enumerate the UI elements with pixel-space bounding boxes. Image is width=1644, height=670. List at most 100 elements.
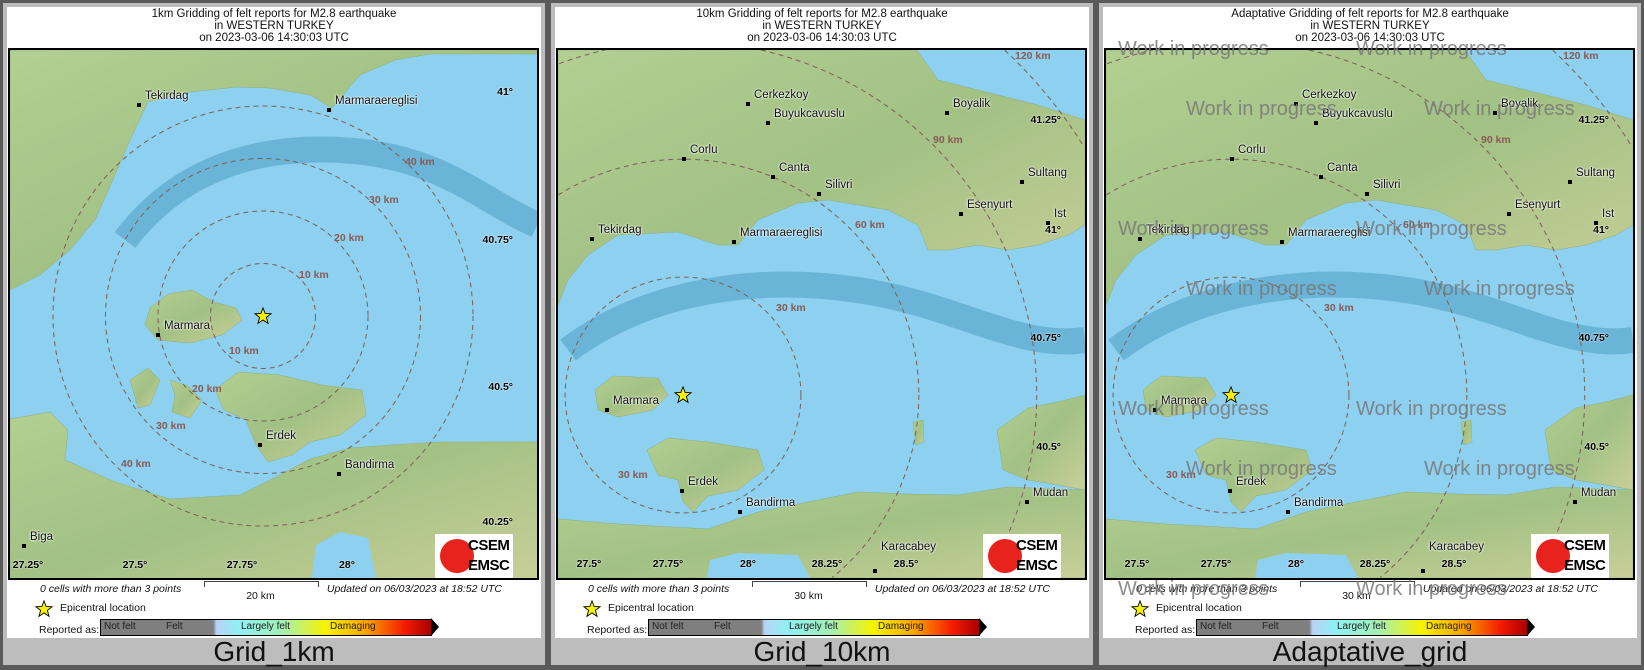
panel-grid-1km: 1km Gridding of felt reports for M2.8 ea… [0, 0, 548, 670]
city-marker [680, 489, 684, 493]
city-marker [337, 472, 341, 476]
updated-note: Updated on 06/03/2023 at 18:52 UTC [874, 583, 1050, 595]
map-view[interactable]: Cerkezkoy Buyukcavuslu Corlu Canta Silivri Te… [1104, 48, 1635, 580]
city-label: Marmaraereglisi [335, 95, 418, 107]
map-view[interactable]: Tekirdag Marmaraereglisi Marmara Erdek Bandi… [8, 48, 539, 580]
longitude-label: 28° [1288, 558, 1304, 570]
city-marker [590, 237, 594, 241]
panel-adaptive-grid: Adaptative Gridding of felt reports for … [1096, 0, 1644, 670]
city-label: Erdek [266, 430, 297, 442]
city-marker [156, 333, 160, 337]
city-marker [1507, 212, 1511, 216]
title-line: on 2023-03-06 14:30:03 UTC [1295, 32, 1445, 44]
city-label: Esenyurt [1515, 199, 1561, 211]
csem-emsc-logo: CSEM EMSC [983, 534, 1061, 578]
title-line: in WESTERN TURKEY [1310, 20, 1430, 32]
latitude-label: 40.75° [482, 234, 513, 246]
epicenter-star-icon [674, 386, 692, 404]
land-area [594, 375, 669, 418]
land-area [558, 50, 1085, 306]
longitude-label: 27.75° [1200, 558, 1232, 570]
epicenter-legend-label: Epicentral location [1156, 602, 1242, 614]
city-label: Biga [30, 531, 54, 543]
distance-label: 30 km [369, 194, 399, 206]
logo-text: EMSC [468, 557, 510, 574]
reported-as-label: Reported as: [1135, 624, 1196, 636]
city-label: Buyukcavuslu [1322, 108, 1393, 120]
city-marker [1319, 175, 1323, 179]
city-marker [817, 192, 821, 196]
city-marker [1286, 510, 1290, 514]
city-marker [1020, 180, 1024, 184]
sea-trench [1108, 271, 1633, 361]
latitude-label: 40.75° [1030, 332, 1061, 344]
map-canvas [1106, 50, 1633, 578]
city-label: Corlu [690, 144, 718, 156]
city-label: Erdek [1236, 476, 1267, 488]
cells-note: 0 cells with more than 3 points [1136, 583, 1278, 595]
city-label: Ist [1602, 208, 1615, 220]
city-label: Silivri [825, 179, 853, 191]
panel-caption: Grid_1km [213, 636, 335, 667]
land-area [646, 437, 765, 513]
city-label: Canta [779, 162, 810, 174]
reported-as-label: Reported as: [587, 624, 648, 636]
longitude-label: 28.25° [1359, 558, 1391, 570]
city-label: Sultang [1028, 167, 1068, 179]
logo-text: CSEM [468, 537, 510, 554]
city-marker [1046, 221, 1050, 225]
title-line: in WESTERN TURKEY [214, 20, 334, 32]
intensity-level-label: Felt [1262, 621, 1279, 632]
distance-label: 30 km [776, 302, 806, 314]
land-area [1106, 486, 1633, 578]
distance-label: 60 km [855, 219, 885, 231]
land-area [912, 419, 925, 446]
distance-ring [558, 50, 1038, 578]
map-title: 1km Gridding of felt reports for M2.8 ea… [7, 8, 541, 44]
latitude-label: 41° [1045, 224, 1061, 236]
city-label: Tekirdag [145, 90, 189, 102]
city-marker [1568, 180, 1572, 184]
land-area [169, 379, 203, 419]
city-marker [1493, 111, 1497, 115]
distance-ring [52, 105, 474, 527]
city-marker [605, 408, 609, 412]
intensity-level-label: Not felt [1200, 621, 1232, 632]
city-marker [959, 212, 963, 216]
city-label: Karacabey [1429, 541, 1484, 553]
cells-note: 0 cells with more than 3 points [588, 583, 730, 595]
logo-text: CSEM [1016, 537, 1058, 554]
city-label: Bandirma [1294, 497, 1344, 509]
distance-label: 90 km [933, 134, 963, 146]
scale-label: 30 km [1342, 590, 1371, 602]
distance-label: 20 km [334, 232, 364, 244]
logo-globe-icon [440, 539, 474, 573]
map-view[interactable]: Cerkezkoy Buyukcavuslu Corlu Canta Silivri Te… [556, 48, 1087, 580]
latitude-label: 41° [497, 86, 513, 98]
distance-ring [1106, 158, 1468, 578]
updated-note: Updated on 06/03/2023 at 18:52 UTC [326, 583, 502, 595]
longitude-label: 28° [339, 559, 355, 571]
logo-text: EMSC [1016, 557, 1058, 574]
colorbar-arrow-icon [979, 618, 987, 636]
land-area [1194, 437, 1313, 513]
star-icon [1130, 599, 1150, 618]
panel-grid-10km: 10km Gridding of felt reports for M2.8 e… [548, 0, 1096, 670]
city-marker [258, 443, 262, 447]
intensity-level-label: Largely felt [1337, 621, 1386, 632]
title-line: Adaptative Gridding of felt reports for … [1231, 8, 1509, 20]
distance-ring [210, 263, 316, 369]
city-marker [1294, 102, 1298, 106]
intensity-level-label: Damaging [330, 621, 376, 632]
city-label: Buyukcavuslu [774, 108, 845, 120]
city-label: Marmaraereglisi [740, 227, 823, 239]
panel-content: 1km Gridding of felt reports for M2.8 ea… [0, 0, 548, 670]
city-label: Marmaraereglisi [1288, 227, 1371, 239]
city-marker [137, 103, 141, 107]
intensity-level-label: Damaging [878, 621, 924, 632]
land-area [144, 289, 243, 344]
latitude-label: 40.25° [482, 516, 513, 528]
lake [1255, 553, 1358, 578]
city-marker [766, 121, 770, 125]
city-label: Bandirma [345, 459, 395, 471]
